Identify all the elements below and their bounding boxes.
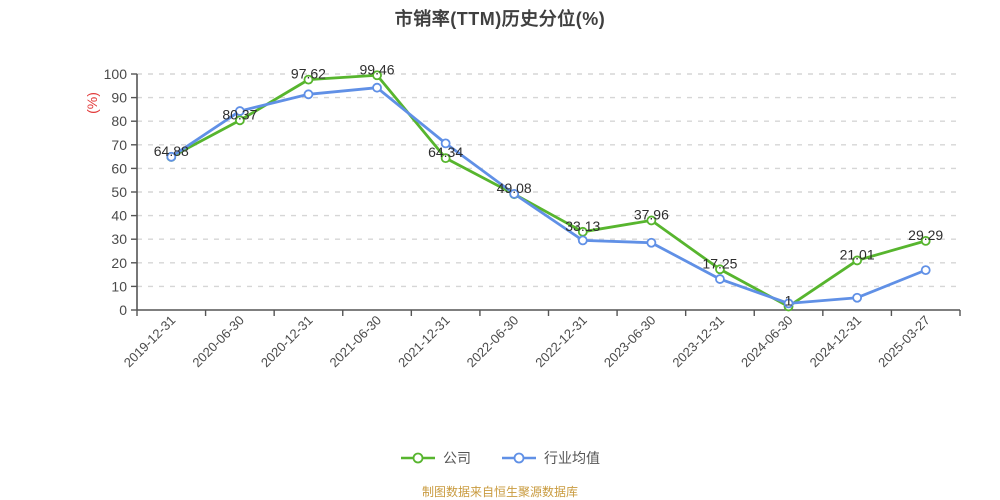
data-point[interactable] <box>852 292 863 303</box>
legend-item-company[interactable]: 公司 <box>400 448 471 468</box>
data-point[interactable] <box>509 188 520 199</box>
data-point[interactable] <box>234 115 245 126</box>
data-point[interactable] <box>372 82 382 93</box>
series-line-公司[interactable] <box>169 73 928 308</box>
data-point[interactable] <box>715 264 725 275</box>
x-tick-label: 2025-03-27 <box>875 313 933 371</box>
y-tick-label: 0 <box>119 302 127 318</box>
data-label: 21.01 <box>840 246 875 262</box>
data-label: 99.46 <box>360 61 395 77</box>
data-point[interactable] <box>372 70 382 81</box>
legend-label-company: 公司 <box>443 450 471 466</box>
legend: 公司 行业均值 <box>0 448 1000 468</box>
x-tick-label: 2024-06-30 <box>738 313 796 371</box>
y-axis-name: (%) <box>84 92 100 114</box>
data-point[interactable] <box>303 89 314 100</box>
data-point[interactable] <box>852 255 863 266</box>
x-tick-label: 2021-06-30 <box>327 313 385 371</box>
x-tick-label: 2021-12-31 <box>395 313 453 371</box>
data-point[interactable] <box>646 215 657 226</box>
data-point[interactable] <box>783 298 794 309</box>
line-circle-icon <box>401 452 435 464</box>
data-label: 37.96 <box>634 206 669 222</box>
legend-item-industry-avg[interactable]: 行业均值 <box>501 448 600 468</box>
data-label: 64.34 <box>428 144 463 160</box>
data-point[interactable] <box>646 237 657 248</box>
data-point[interactable] <box>440 138 451 149</box>
data-point[interactable] <box>920 265 931 276</box>
data-label: 29.29 <box>908 227 943 243</box>
data-point[interactable] <box>920 235 931 246</box>
data-point[interactable] <box>440 153 451 164</box>
data-label: 17.25 <box>702 255 737 271</box>
x-tick-label: 2020-12-31 <box>258 313 316 371</box>
data-label: 1 <box>785 292 793 308</box>
data-label: 49.08 <box>497 180 532 196</box>
data-point[interactable] <box>166 151 177 162</box>
x-tick-label: 2024-12-31 <box>807 313 865 371</box>
y-tick-label: 30 <box>111 231 127 247</box>
y-tick-label: 100 <box>104 66 128 82</box>
y-tick-label: 80 <box>111 113 127 129</box>
data-label: 64.88 <box>154 143 189 159</box>
chart-title: 市销率(TTM)历史分位(%) <box>394 9 606 29</box>
data-label: 80.37 <box>222 106 257 122</box>
y-tick-label: 40 <box>111 208 127 224</box>
data-point[interactable] <box>303 74 314 85</box>
data-point[interactable] <box>234 106 245 116</box>
y-tick-label: 10 <box>111 278 127 294</box>
y-tick-label: 70 <box>111 137 127 153</box>
legend-label-industry-avg: 行业均值 <box>544 450 600 466</box>
y-tick-label: 60 <box>111 160 127 176</box>
x-tick-label: 2020-06-30 <box>189 313 247 371</box>
line-circle-icon <box>502 452 536 464</box>
data-label: 97.62 <box>291 66 326 82</box>
x-tick-label: 2022-06-30 <box>464 313 522 371</box>
x-tick-label: 2022-12-31 <box>532 313 590 371</box>
y-tick-label: 50 <box>111 184 127 200</box>
x-tick-label: 2023-06-30 <box>601 313 659 371</box>
x-tick-label: 2023-12-31 <box>669 313 727 371</box>
data-source-note: 制图数据来自恒生聚源数据库 <box>421 485 578 499</box>
data-point[interactable] <box>577 235 588 246</box>
y-tick-label: 90 <box>111 90 127 106</box>
y-tick-label: 20 <box>111 255 127 271</box>
data-point[interactable] <box>715 274 725 284</box>
x-tick-label: 2019-12-31 <box>121 313 179 371</box>
series-line-行业均值[interactable] <box>169 86 928 305</box>
data-label: 33.13 <box>565 218 600 234</box>
